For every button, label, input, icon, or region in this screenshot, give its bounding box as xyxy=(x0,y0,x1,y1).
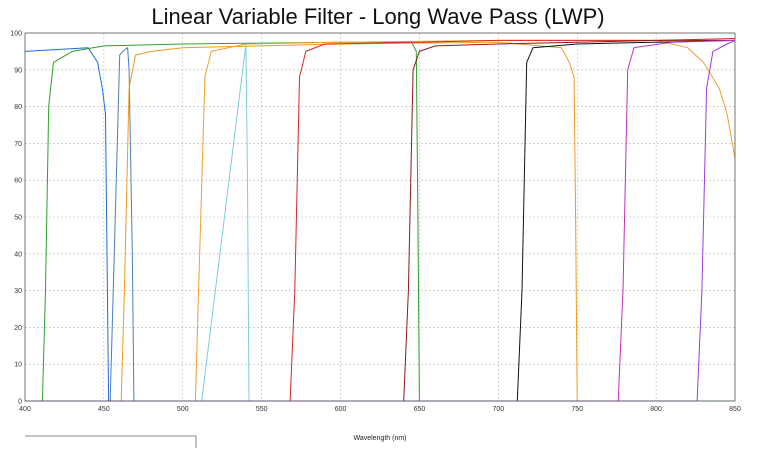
x-tick-label: 450 xyxy=(98,406,110,413)
x-tick-label: 800 xyxy=(650,406,662,413)
y-tick-label: 60 xyxy=(14,178,22,185)
axis-ticks: 0 10 20 30 40 50 60 70 80 90 100 400 450 500 550 600 650… xyxy=(10,31,741,414)
y-tick-label: 100 xyxy=(10,31,22,38)
legend-stub xyxy=(25,435,197,448)
y-tick-label: 50 xyxy=(14,215,22,222)
y-tick-label: 40 xyxy=(14,251,22,258)
y-tick-label: 80 xyxy=(14,104,22,111)
chart-title: Linear Variable Filter - Long Wave Pass … xyxy=(151,4,604,29)
x-axis-label: Wavelength (nm) xyxy=(353,435,406,442)
x-tick-label: 500 xyxy=(177,406,189,413)
x-tick-label: 850 xyxy=(729,406,741,413)
series-line-blue xyxy=(24,47,735,402)
x-tick-label: 650 xyxy=(414,406,426,413)
y-tick-label: 0 xyxy=(18,399,22,406)
y-tick-label: 20 xyxy=(14,325,22,332)
x-tick-label: 600 xyxy=(335,406,347,413)
plot-frame xyxy=(24,32,736,402)
series-line-steelblue xyxy=(25,47,735,402)
x-tick-label: 700 xyxy=(492,406,504,413)
grid xyxy=(25,33,735,401)
series-line-green xyxy=(25,41,735,402)
series-group xyxy=(24,38,736,402)
y-tick-label: 70 xyxy=(14,141,22,148)
x-tick-label: 750 xyxy=(571,406,583,413)
series-line-orange2 xyxy=(25,39,736,402)
x-tick-label: 550 xyxy=(256,406,268,413)
series-line-darkred xyxy=(25,39,735,402)
y-tick-label: 10 xyxy=(14,362,22,369)
y-tick-label: 30 xyxy=(14,288,22,295)
series-line-red xyxy=(25,38,736,402)
series-line-black xyxy=(25,39,736,402)
y-tick-label: 90 xyxy=(14,67,22,74)
x-tick-label: 400 xyxy=(19,406,31,413)
